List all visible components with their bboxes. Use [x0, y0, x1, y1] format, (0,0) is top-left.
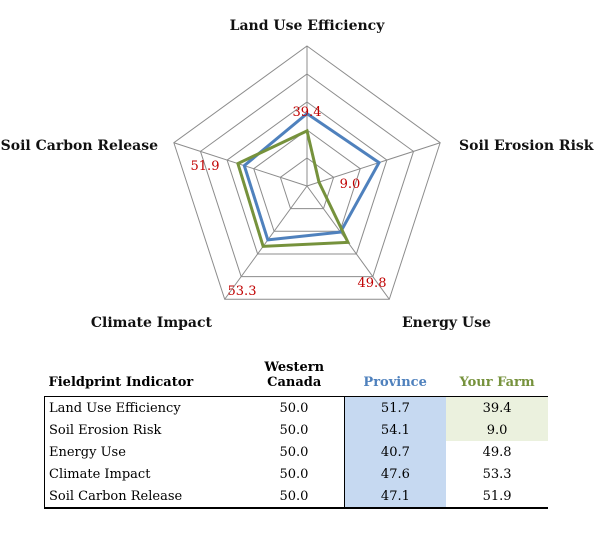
- header-province: Province: [363, 375, 427, 390]
- grid-ring: [226, 101, 388, 255]
- row-western: 50.0: [244, 441, 345, 463]
- value-label-energy-use: 49.8: [358, 276, 387, 291]
- table-row: Soil Erosion Risk 50.0 54.1 9.0: [44, 419, 548, 441]
- row-province: 40.7: [344, 441, 447, 463]
- row-western: 50.0: [244, 463, 345, 485]
- grid-ring: [199, 73, 415, 278]
- value-label-soil-carbon-release: 51.9: [191, 159, 220, 174]
- grid-spoke: [306, 142, 441, 187]
- row-farm: 9.0: [446, 419, 548, 441]
- row-indicator: Climate Impact: [44, 463, 245, 485]
- value-label-soil-erosion-risk: 9.0: [340, 177, 361, 192]
- row-indicator: Energy Use: [44, 441, 245, 463]
- grid-spoke: [173, 142, 308, 187]
- row-province: 47.6: [344, 463, 447, 485]
- row-farm: 39.4: [446, 396, 548, 419]
- row-indicator: Soil Carbon Release: [44, 485, 245, 509]
- grid-ring: [173, 45, 441, 300]
- row-indicator: Land Use Efficiency: [44, 396, 245, 419]
- table-row: Energy Use 50.0 40.7 49.8: [44, 441, 549, 463]
- row-farm: 49.8: [482, 444, 512, 460]
- axis-label-climate-impact: Climate Impact: [91, 315, 213, 331]
- row-farm: 51.9: [446, 485, 548, 509]
- axis-label-energy-use: Energy Use: [402, 315, 491, 331]
- header-indicator: Fieldprint Indicator: [48, 375, 194, 390]
- row-province: 47.1: [344, 485, 447, 509]
- grid-ring: [253, 129, 361, 232]
- row-province: 54.1: [344, 419, 447, 441]
- header-western-line1: Western: [264, 360, 325, 375]
- grid-ring: [279, 157, 335, 210]
- value-label-climate-impact: 53.3: [228, 284, 257, 299]
- series-line-your-farm: [236, 128, 351, 248]
- header-western-line2: Canada: [267, 375, 322, 390]
- row-western: 50.0: [244, 485, 345, 509]
- table-row: Climate Impact 50.0 47.6 53.3: [44, 463, 549, 485]
- row-indicator: Soil Erosion Risk: [44, 419, 245, 441]
- row-western: 50.0: [244, 419, 345, 441]
- fieldprint-table: Fieldprint Indicator Western Canada Prov…: [44, 360, 548, 509]
- header-your-farm: Your Farm: [459, 375, 535, 390]
- row-western: 50.0: [244, 396, 345, 419]
- fieldprint-table-wrap: Fieldprint Indicator Western Canada Prov…: [44, 360, 554, 509]
- header-western-canada: Western Canada: [244, 360, 344, 397]
- value-label-land-use-efficiency: 39.4: [293, 105, 322, 120]
- radar-grid: [173, 45, 441, 300]
- row-farm: 53.3: [482, 466, 512, 482]
- row-province: 51.7: [344, 396, 447, 419]
- axis-label-land-use-efficiency: Land Use Efficiency: [230, 18, 386, 34]
- radar-chart: Land Use Efficiency Soil Erosion Risk En…: [1, 18, 594, 331]
- table-row: Soil Carbon Release 50.0 47.1 51.9: [44, 485, 548, 509]
- grid-spoke: [224, 185, 308, 300]
- axis-label-soil-carbon-release: Soil Carbon Release: [1, 138, 158, 154]
- radar-series: [236, 111, 382, 248]
- axis-label-soil-erosion-risk: Soil Erosion Risk: [459, 138, 594, 154]
- table-row: Land Use Efficiency 50.0 51.7 39.4: [44, 396, 548, 419]
